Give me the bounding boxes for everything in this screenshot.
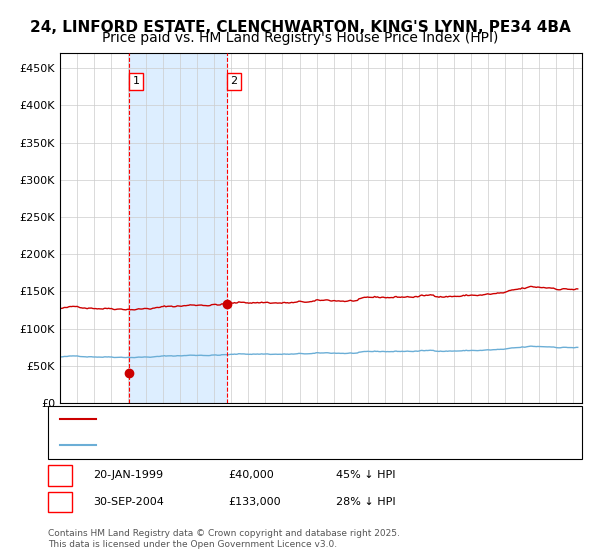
Text: Price paid vs. HM Land Registry's House Price Index (HPI): Price paid vs. HM Land Registry's House …	[102, 31, 498, 45]
Text: 1: 1	[56, 470, 64, 480]
Text: £40,000: £40,000	[228, 470, 274, 480]
Text: 24, LINFORD ESTATE, CLENCHWARTON, KING'S LYNN, PE34 4BA: 24, LINFORD ESTATE, CLENCHWARTON, KING'S…	[29, 20, 571, 35]
Text: 1: 1	[133, 76, 140, 86]
Text: £133,000: £133,000	[228, 497, 281, 507]
Text: 28% ↓ HPI: 28% ↓ HPI	[336, 497, 395, 507]
Bar	[130, 53, 227, 403]
Text: 30-SEP-2004: 30-SEP-2004	[93, 497, 164, 507]
Text: HPI: Average price, detached house, King's Lynn and West Norfolk: HPI: Average price, detached house, King…	[102, 440, 446, 450]
Text: 24, LINFORD ESTATE, CLENCHWARTON, KING'S LYNN, PE34 4BA (detached house): 24, LINFORD ESTATE, CLENCHWARTON, KING'S…	[102, 414, 526, 423]
Text: This data is licensed under the Open Government Licence v3.0.: This data is licensed under the Open Gov…	[48, 540, 337, 549]
Text: 2: 2	[56, 497, 64, 507]
Text: Contains HM Land Registry data © Crown copyright and database right 2025.: Contains HM Land Registry data © Crown c…	[48, 529, 400, 538]
Text: 45% ↓ HPI: 45% ↓ HPI	[336, 470, 395, 480]
Text: 20-JAN-1999: 20-JAN-1999	[93, 470, 163, 480]
Text: 2: 2	[230, 76, 238, 86]
